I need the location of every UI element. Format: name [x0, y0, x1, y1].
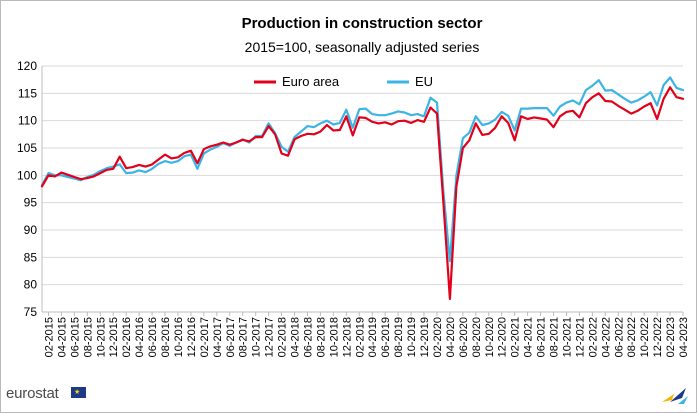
x-tick-label: 02-2016 [121, 317, 133, 357]
x-tick-label: 12-2016 [186, 317, 198, 357]
legend-label-euro-area: Euro area [282, 74, 340, 89]
x-tick-label: 06-2017 [225, 317, 237, 357]
x-tick-label: 12-2018 [341, 317, 353, 357]
x-tick-label: 08-2015 [82, 317, 94, 357]
eurostat-corner-icon [662, 388, 688, 404]
x-tick-label: 06-2020 [458, 317, 470, 357]
y-tick-label: 100 [17, 168, 37, 182]
flag-stars: ★ [74, 389, 81, 396]
y-tick-label: 95 [24, 196, 38, 210]
x-tick-label: 04-2022 [600, 317, 612, 357]
chart-subtitle: 2015=100, seasonally adjusted series [245, 39, 480, 55]
x-tick-label: 10-2016 [173, 317, 185, 357]
x-tick-label: 12-2015 [108, 317, 120, 357]
series-line-euro-area [40, 86, 685, 300]
eu-flag-icon: ★ [71, 387, 86, 398]
x-tick-label: 10-2020 [484, 317, 496, 357]
x-tick-label: 06-2022 [613, 317, 625, 357]
x-tick-label: 04-2017 [212, 317, 224, 357]
x-tick-label: 12-2019 [419, 317, 431, 357]
y-tick-label: 80 [24, 278, 38, 292]
y-tick-label: 110 [18, 114, 37, 128]
x-tick-label: 12-2020 [497, 317, 509, 357]
x-tick-label: 02-2020 [432, 317, 444, 357]
y-tick-label: 115 [18, 86, 37, 100]
x-tick-label: 04-2018 [290, 317, 302, 357]
x-tick-label: 08-2020 [471, 317, 483, 357]
x-tick-label: 06-2021 [536, 317, 548, 357]
x-tick-label: 04-2021 [523, 317, 535, 357]
x-tick-label: 04-2020 [445, 317, 457, 357]
x-tick-label: 10-2018 [328, 317, 340, 357]
eurostat-logo: eurostat [6, 385, 59, 402]
x-tick-label: 10-2021 [561, 317, 573, 357]
y-tick-label: 120 [17, 59, 37, 73]
x-tick-label: 10-2022 [639, 317, 651, 357]
x-tick-label: 02-2017 [199, 317, 211, 357]
chart-title: Production in construction sector [242, 15, 483, 32]
x-tick-label: 10-2015 [95, 317, 107, 357]
x-tick-label: 08-2021 [549, 317, 561, 357]
x-tick-label: 12-2021 [574, 317, 586, 357]
x-tick-label: 02-2022 [587, 317, 599, 357]
x-tick-label: 08-2017 [238, 317, 250, 357]
legend-label-eu: EU [415, 74, 433, 89]
x-tick-label: 12-2022 [652, 317, 664, 357]
x-tick-label: 02-2021 [510, 317, 522, 357]
y-tick-label: 90 [24, 223, 38, 237]
x-tick-label: 10-2019 [406, 317, 418, 357]
x-tick-label: 08-2018 [315, 317, 327, 357]
y-tick-label: 105 [17, 141, 37, 155]
x-tick-label: 08-2019 [393, 317, 405, 357]
x-tick-label: 10-2017 [251, 317, 263, 357]
x-tick-label: 04-2015 [56, 317, 68, 357]
x-tick-label: 12-2017 [264, 317, 276, 357]
x-tick-label: 08-2016 [160, 317, 172, 357]
x-tick-label: 02-2018 [277, 317, 289, 357]
x-tick-label: 02-2015 [43, 317, 55, 357]
y-tick-label: 85 [24, 250, 38, 264]
x-tick-label: 06-2018 [302, 317, 314, 357]
y-tick-label: 75 [24, 305, 38, 319]
x-tick-label: 06-2019 [380, 317, 392, 357]
series-line-eu [40, 76, 685, 263]
x-tick-label: 04-2016 [134, 317, 146, 357]
x-tick-label: 04-2019 [367, 317, 379, 357]
x-tick-label: 06-2016 [147, 317, 159, 357]
x-tick-label: 02-2019 [354, 317, 366, 357]
x-tick-label: 02-2023 [665, 317, 677, 357]
x-tick-label: 04-2023 [678, 317, 690, 357]
x-tick-label: 06-2015 [69, 317, 81, 357]
x-tick-label: 08-2022 [626, 317, 638, 357]
